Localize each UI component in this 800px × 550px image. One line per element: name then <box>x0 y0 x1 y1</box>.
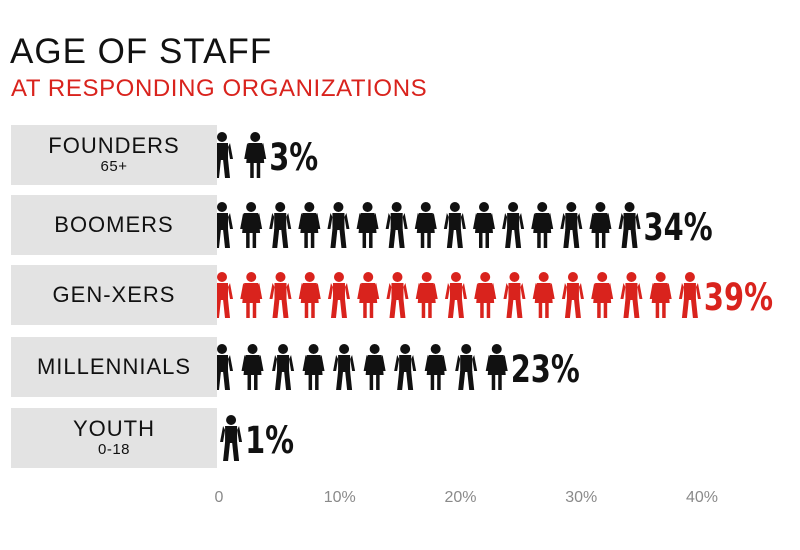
value-labels: 3% 34% 39% 23% 1% <box>245 135 773 461</box>
category-label-millennials: MILLENNIALS <box>11 337 217 397</box>
person-figure <box>298 272 321 318</box>
person-figure <box>269 202 292 248</box>
person-figure <box>560 202 583 248</box>
person-figure <box>244 132 267 178</box>
value-label: 3% <box>269 135 318 178</box>
person-figure <box>217 272 233 318</box>
person-figure <box>220 415 243 461</box>
person-figure <box>394 344 417 390</box>
figure-rows <box>217 132 701 461</box>
person-figure <box>561 272 584 318</box>
person-figure <box>618 202 641 248</box>
person-figure <box>472 202 495 248</box>
category-name: MILLENNIALS <box>36 354 192 380</box>
x-tick-label: 30% <box>565 489 597 506</box>
person-figure <box>385 202 408 248</box>
value-label: 39% <box>704 275 773 318</box>
category-label-boomers: BOOMERS <box>11 195 217 255</box>
person-figure <box>649 272 672 318</box>
person-figure <box>531 202 554 248</box>
x-tick-label: 20% <box>444 489 476 506</box>
value-label: 1% <box>245 418 294 461</box>
category-label-youth: YOUTH 0-18 <box>11 408 217 468</box>
x-axis-ticks: 0 10% 20% 30% 40% <box>215 489 718 506</box>
x-tick-label: 40% <box>686 489 718 506</box>
category-age-range: 65+ <box>100 158 128 176</box>
x-tick-label: 0 <box>215 489 224 506</box>
person-figure <box>502 202 525 248</box>
person-figure <box>386 272 409 318</box>
person-figure <box>444 272 467 318</box>
person-figure <box>217 344 233 390</box>
person-figure <box>333 344 356 390</box>
chart-subtitle: AT RESPONDING ORGANIZATIONS <box>11 75 428 102</box>
person-figure <box>678 272 701 318</box>
person-figure <box>357 272 380 318</box>
person-figure <box>240 202 263 248</box>
person-figure <box>443 202 466 248</box>
person-figure <box>474 272 497 318</box>
category-name: FOUNDERS <box>48 133 180 159</box>
person-figure <box>455 344 478 390</box>
person-figure <box>414 202 437 248</box>
person-figure <box>424 344 447 390</box>
person-figure <box>363 344 386 390</box>
category-name: BOOMERS <box>54 212 174 238</box>
person-figure <box>298 202 321 248</box>
person-figure <box>269 272 292 318</box>
person-figure <box>240 272 263 318</box>
person-figure <box>327 202 350 248</box>
x-tick-label: 10% <box>324 489 356 506</box>
person-figure <box>327 272 350 318</box>
person-figure <box>620 272 643 318</box>
person-figure <box>217 202 233 248</box>
person-figure <box>485 344 508 390</box>
person-figure <box>302 344 325 390</box>
person-figure <box>356 202 379 248</box>
chart-title: AGE OF STAFF <box>10 32 273 71</box>
value-label: 23% <box>511 347 580 390</box>
person-figure <box>532 272 555 318</box>
person-figure <box>217 132 233 178</box>
category-name: YOUTH <box>73 416 155 442</box>
person-figure <box>591 272 614 318</box>
person-figure <box>503 272 526 318</box>
category-label-founders: FOUNDERS 65+ <box>11 125 217 185</box>
person-figure <box>272 344 295 390</box>
category-label-gen-xers: GEN-XERS <box>11 265 217 325</box>
person-figure <box>241 344 264 390</box>
category-age-range: 0-18 <box>97 441 131 459</box>
person-figure <box>415 272 438 318</box>
category-name: GEN-XERS <box>52 282 176 308</box>
value-label: 34% <box>644 205 713 248</box>
person-figure <box>589 202 612 248</box>
